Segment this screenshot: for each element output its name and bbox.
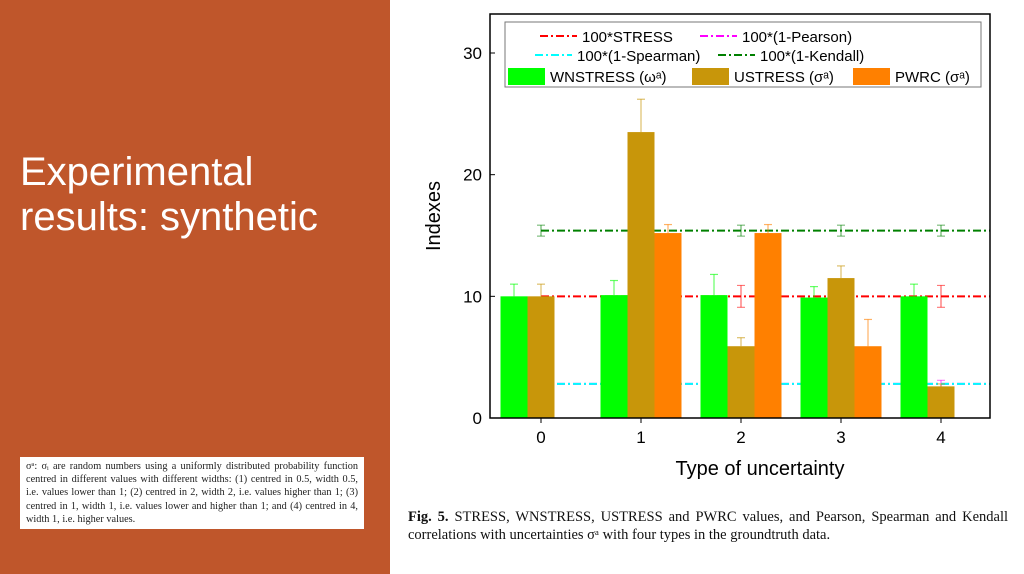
x-tick-label: 0 [536,428,545,447]
legend-label: WNSTRESS (ωᵃ) [550,69,666,86]
bar-1-4 [927,386,955,418]
legend-label: 100*STRESS [582,29,673,46]
bar-0-1 [600,295,628,418]
bar-chart: 0 10 20 30 0 1 2 3 4 Type of uncertainty Indexes 10… [423,13,991,480]
footnote: σᵃ: σᵢ are random numbers using a unifor… [20,457,364,530]
legend-swatch-0 [508,68,545,85]
bar-0-3 [800,297,828,418]
y-tick-label: 20 [463,166,482,185]
legend-label: 100*(1-Spearman) [577,48,700,65]
legend-label: USTRESS (σᵃ) [734,69,834,86]
y-axis-label: Indexes [423,181,445,251]
bar-1-2 [727,346,755,418]
bar-1-3 [827,278,855,418]
x-tick-label: 4 [936,428,945,447]
legend-label: 100*(1-Kendall) [760,48,864,65]
legend-swatch-2 [853,68,890,85]
plot-frame [489,13,991,419]
caption-label: Fig. 5. [408,509,449,525]
bar-2-3 [854,346,882,418]
bar-1-1 [627,132,655,419]
x-tick-label: 3 [836,428,845,447]
y-tick-label: 30 [463,44,482,63]
caption-text: STRESS, WNSTRESS, USTRESS and PWRC value… [408,509,1008,543]
legend-label: 100*(1-Pearson) [742,29,852,46]
bar-2-2 [754,233,782,418]
figure-caption: Fig. 5. STRESS, WNSTRESS, USTRESS and PW… [408,508,1008,544]
x-tick-label: 1 [636,428,645,447]
y-tick-label: 10 [463,287,482,306]
legend-swatch-1 [692,68,729,85]
bar-0-4 [900,296,928,418]
y-tick-label: 0 [473,409,482,428]
slide-title: Experimental results: synthetic [20,150,318,239]
bar-1-0 [527,296,555,418]
bar-2-1 [654,233,682,418]
slide-left-panel: Experimental results: synthetic σᵃ: σᵢ a… [0,0,390,574]
x-axis-label: Type of uncertainty [676,458,845,480]
bar-0-2 [700,295,728,418]
bar-0-0 [500,296,528,418]
legend-box [504,21,982,88]
x-tick-label: 2 [736,428,745,447]
legend-label: PWRC (σᵃ) [895,69,970,86]
